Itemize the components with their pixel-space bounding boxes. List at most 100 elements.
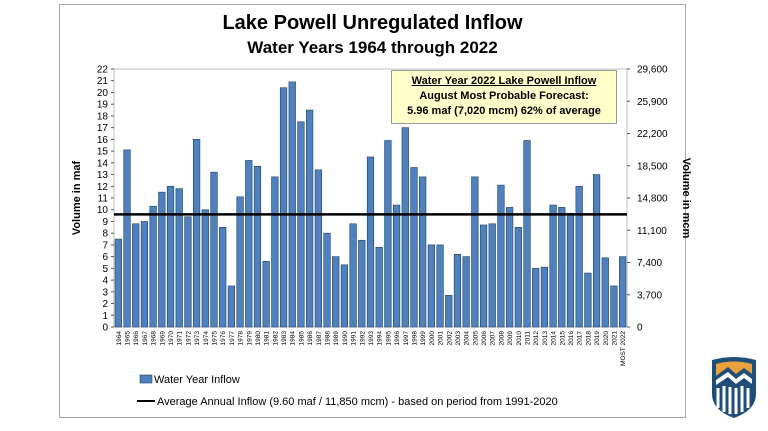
y2-tick-label: 14,800 xyxy=(637,194,668,205)
x-tick-label: 1985 xyxy=(298,331,305,346)
bar xyxy=(253,166,262,328)
y2-tick-label: 7,400 xyxy=(637,258,662,269)
bar xyxy=(262,261,270,328)
y-tick-label: 13 xyxy=(97,170,109,181)
bar xyxy=(488,223,496,328)
x-tick-label: 1968 xyxy=(151,331,158,346)
y-tick-label: 8 xyxy=(102,229,108,240)
bar xyxy=(158,191,166,328)
chart-subtitle: Water Years 1964 through 2022 xyxy=(247,38,498,57)
x-tick-label: 1998 xyxy=(411,331,418,346)
bar xyxy=(219,227,227,328)
x-tick-label: 1990 xyxy=(342,331,349,346)
x-tick-label: 1964 xyxy=(116,331,123,346)
x-tick-label: 1989 xyxy=(333,331,340,346)
bar xyxy=(149,205,157,328)
x-tick-label: 1995 xyxy=(385,331,392,346)
x-tick-label: 1967 xyxy=(142,331,149,346)
x-tick-label: 1987 xyxy=(316,331,323,346)
bar xyxy=(323,232,331,328)
legend-bar-swatch xyxy=(139,374,153,384)
reclamation-logo xyxy=(712,357,756,418)
bar xyxy=(445,295,453,328)
x-tick-label: 2011 xyxy=(525,331,532,345)
y2-tick-label: 22,200 xyxy=(637,129,668,140)
y-tick-label: 4 xyxy=(102,276,108,287)
y-tick-label: 17 xyxy=(97,123,109,134)
y-axis-title: Volume in maf xyxy=(71,160,83,235)
x-tick-label: 1996 xyxy=(394,331,401,346)
bar xyxy=(358,239,366,328)
bar xyxy=(271,176,279,328)
x-tick-label: 2021 xyxy=(611,331,618,346)
bar xyxy=(210,171,218,328)
x-tick-label: 1972 xyxy=(185,331,192,346)
bar xyxy=(140,221,149,328)
annotation-line-1: Water Year 2022 Lake Powell Inflow xyxy=(411,75,597,87)
bar xyxy=(340,264,349,328)
bar xyxy=(601,257,609,328)
y-tick-label: 10 xyxy=(97,205,109,216)
y-tick-label: 21 xyxy=(97,76,109,87)
bar xyxy=(506,207,514,328)
y-tick-label: 0 xyxy=(102,323,108,334)
y-tick-label: 3 xyxy=(102,287,108,298)
x-tick-label: 2012 xyxy=(533,331,540,346)
chart-title: Lake Powell Unregulated Inflow xyxy=(222,12,523,34)
x-tick-label: 1974 xyxy=(203,331,210,346)
annotation-line-3: 5.96 maf (7,020 mcm) 62% of average xyxy=(407,105,601,117)
x-tick-label: MOST 2022 xyxy=(620,331,627,366)
y-tick-label: 1 xyxy=(102,311,108,322)
bar xyxy=(584,272,592,328)
bar xyxy=(453,253,462,328)
bar xyxy=(114,238,122,328)
bar xyxy=(471,176,479,328)
x-tick-label: 1971 xyxy=(177,331,184,346)
y-tick-label: 19 xyxy=(97,100,109,111)
bar xyxy=(610,285,618,328)
y2-tick-label: 18,500 xyxy=(637,161,668,172)
x-tick-label: 1997 xyxy=(403,331,410,346)
bar xyxy=(566,212,575,328)
x-tick-label: 1994 xyxy=(377,331,384,346)
bar xyxy=(558,207,566,328)
x-tick-label: 1981 xyxy=(264,331,271,346)
y2-tick-label: 0 xyxy=(637,323,643,334)
bar xyxy=(132,223,140,328)
bar xyxy=(497,184,505,328)
bar xyxy=(245,160,253,328)
x-tick-label: 1978 xyxy=(238,331,245,346)
x-tick-label: 2010 xyxy=(516,331,523,346)
legend-bar-label: Water Year Inflow xyxy=(154,374,240,386)
y-tick-label: 14 xyxy=(97,158,109,169)
x-tick-label: 1969 xyxy=(159,331,166,346)
x-tick-label: 1991 xyxy=(351,331,358,346)
bar xyxy=(523,140,531,328)
x-tick-label: 2004 xyxy=(464,331,471,346)
x-tick-label: 2000 xyxy=(429,331,436,346)
x-tick-label: 2017 xyxy=(577,331,584,346)
x-tick-label: 2020 xyxy=(603,331,610,346)
bar xyxy=(514,227,522,328)
bar xyxy=(549,204,557,328)
x-tick-label: 1982 xyxy=(272,331,279,346)
x-tick-label: 2007 xyxy=(490,331,497,346)
x-tick-label: 1983 xyxy=(281,331,288,346)
bar xyxy=(479,224,488,328)
y2-axis-title: Volume in mcm xyxy=(680,158,692,239)
x-tick-label: 1999 xyxy=(420,331,427,346)
bar xyxy=(201,209,209,328)
y2-tick-label: 11,100 xyxy=(637,226,667,237)
y-tick-label: 9 xyxy=(102,217,108,228)
x-tick-label: 1992 xyxy=(359,331,366,346)
x-tick-label: 2019 xyxy=(594,331,601,346)
bar xyxy=(314,169,322,328)
x-tick-label: 2009 xyxy=(507,331,514,346)
y-tick-label: 7 xyxy=(102,240,108,251)
bar xyxy=(375,246,383,328)
bar xyxy=(419,176,427,328)
x-tick-label: 2002 xyxy=(446,331,453,346)
bar xyxy=(279,87,288,328)
x-tick-label: 1977 xyxy=(229,331,236,346)
x-tick-label: 1973 xyxy=(194,331,201,346)
